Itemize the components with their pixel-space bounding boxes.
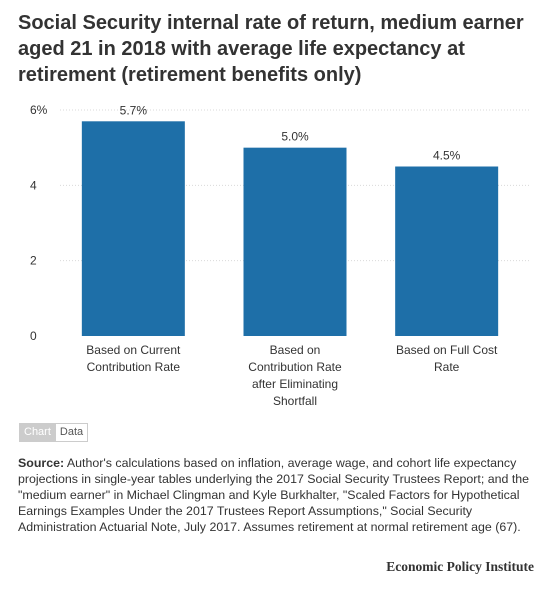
x-tick-label: Based on (270, 343, 321, 357)
data-labels: 5.7% 5.0% 4.5% (120, 103, 461, 162)
x-tick-label: Shortfall (273, 394, 317, 408)
source-text: Author's calculations based on inflation… (18, 456, 530, 534)
x-tick-label: Based on Current (86, 343, 181, 357)
x-tick-label: Based on Full Cost (396, 343, 498, 357)
x-tick-label: Contribution Rate (248, 360, 342, 374)
data-tab[interactable]: Data (55, 423, 89, 442)
bar (243, 147, 347, 336)
y-tick-label: 0 (30, 329, 37, 343)
data-label: 5.0% (281, 130, 309, 144)
bars (81, 121, 499, 336)
y-tick-label: 6% (30, 103, 48, 117)
bar-chart: 0 2 4 6% 5.7% 5.0% 4.5% Based on Current Contr… (30, 103, 530, 408)
x-tick-labels: Based on Current Contribution Rate Based o… (86, 343, 498, 408)
bar (81, 121, 185, 336)
x-tick-label: Contribution Rate (87, 360, 181, 374)
bar (395, 166, 499, 336)
view-toggle: Chart Data (19, 423, 89, 442)
x-tick-label: after Eliminating (252, 377, 338, 391)
chart-tab[interactable]: Chart (19, 423, 56, 442)
source-note: Source: Author's calculations based on i… (18, 455, 530, 535)
y-tick-label: 2 (30, 254, 37, 268)
y-tick-label: 4 (30, 178, 37, 192)
data-label: 4.5% (433, 149, 461, 163)
chart-title: Social Security internal rate of return,… (18, 12, 524, 86)
brand-logo: Economic Policy Institute (386, 559, 534, 574)
data-label: 5.7% (120, 103, 148, 117)
x-tick-label: Rate (434, 360, 460, 374)
source-label: Source: (18, 456, 65, 470)
